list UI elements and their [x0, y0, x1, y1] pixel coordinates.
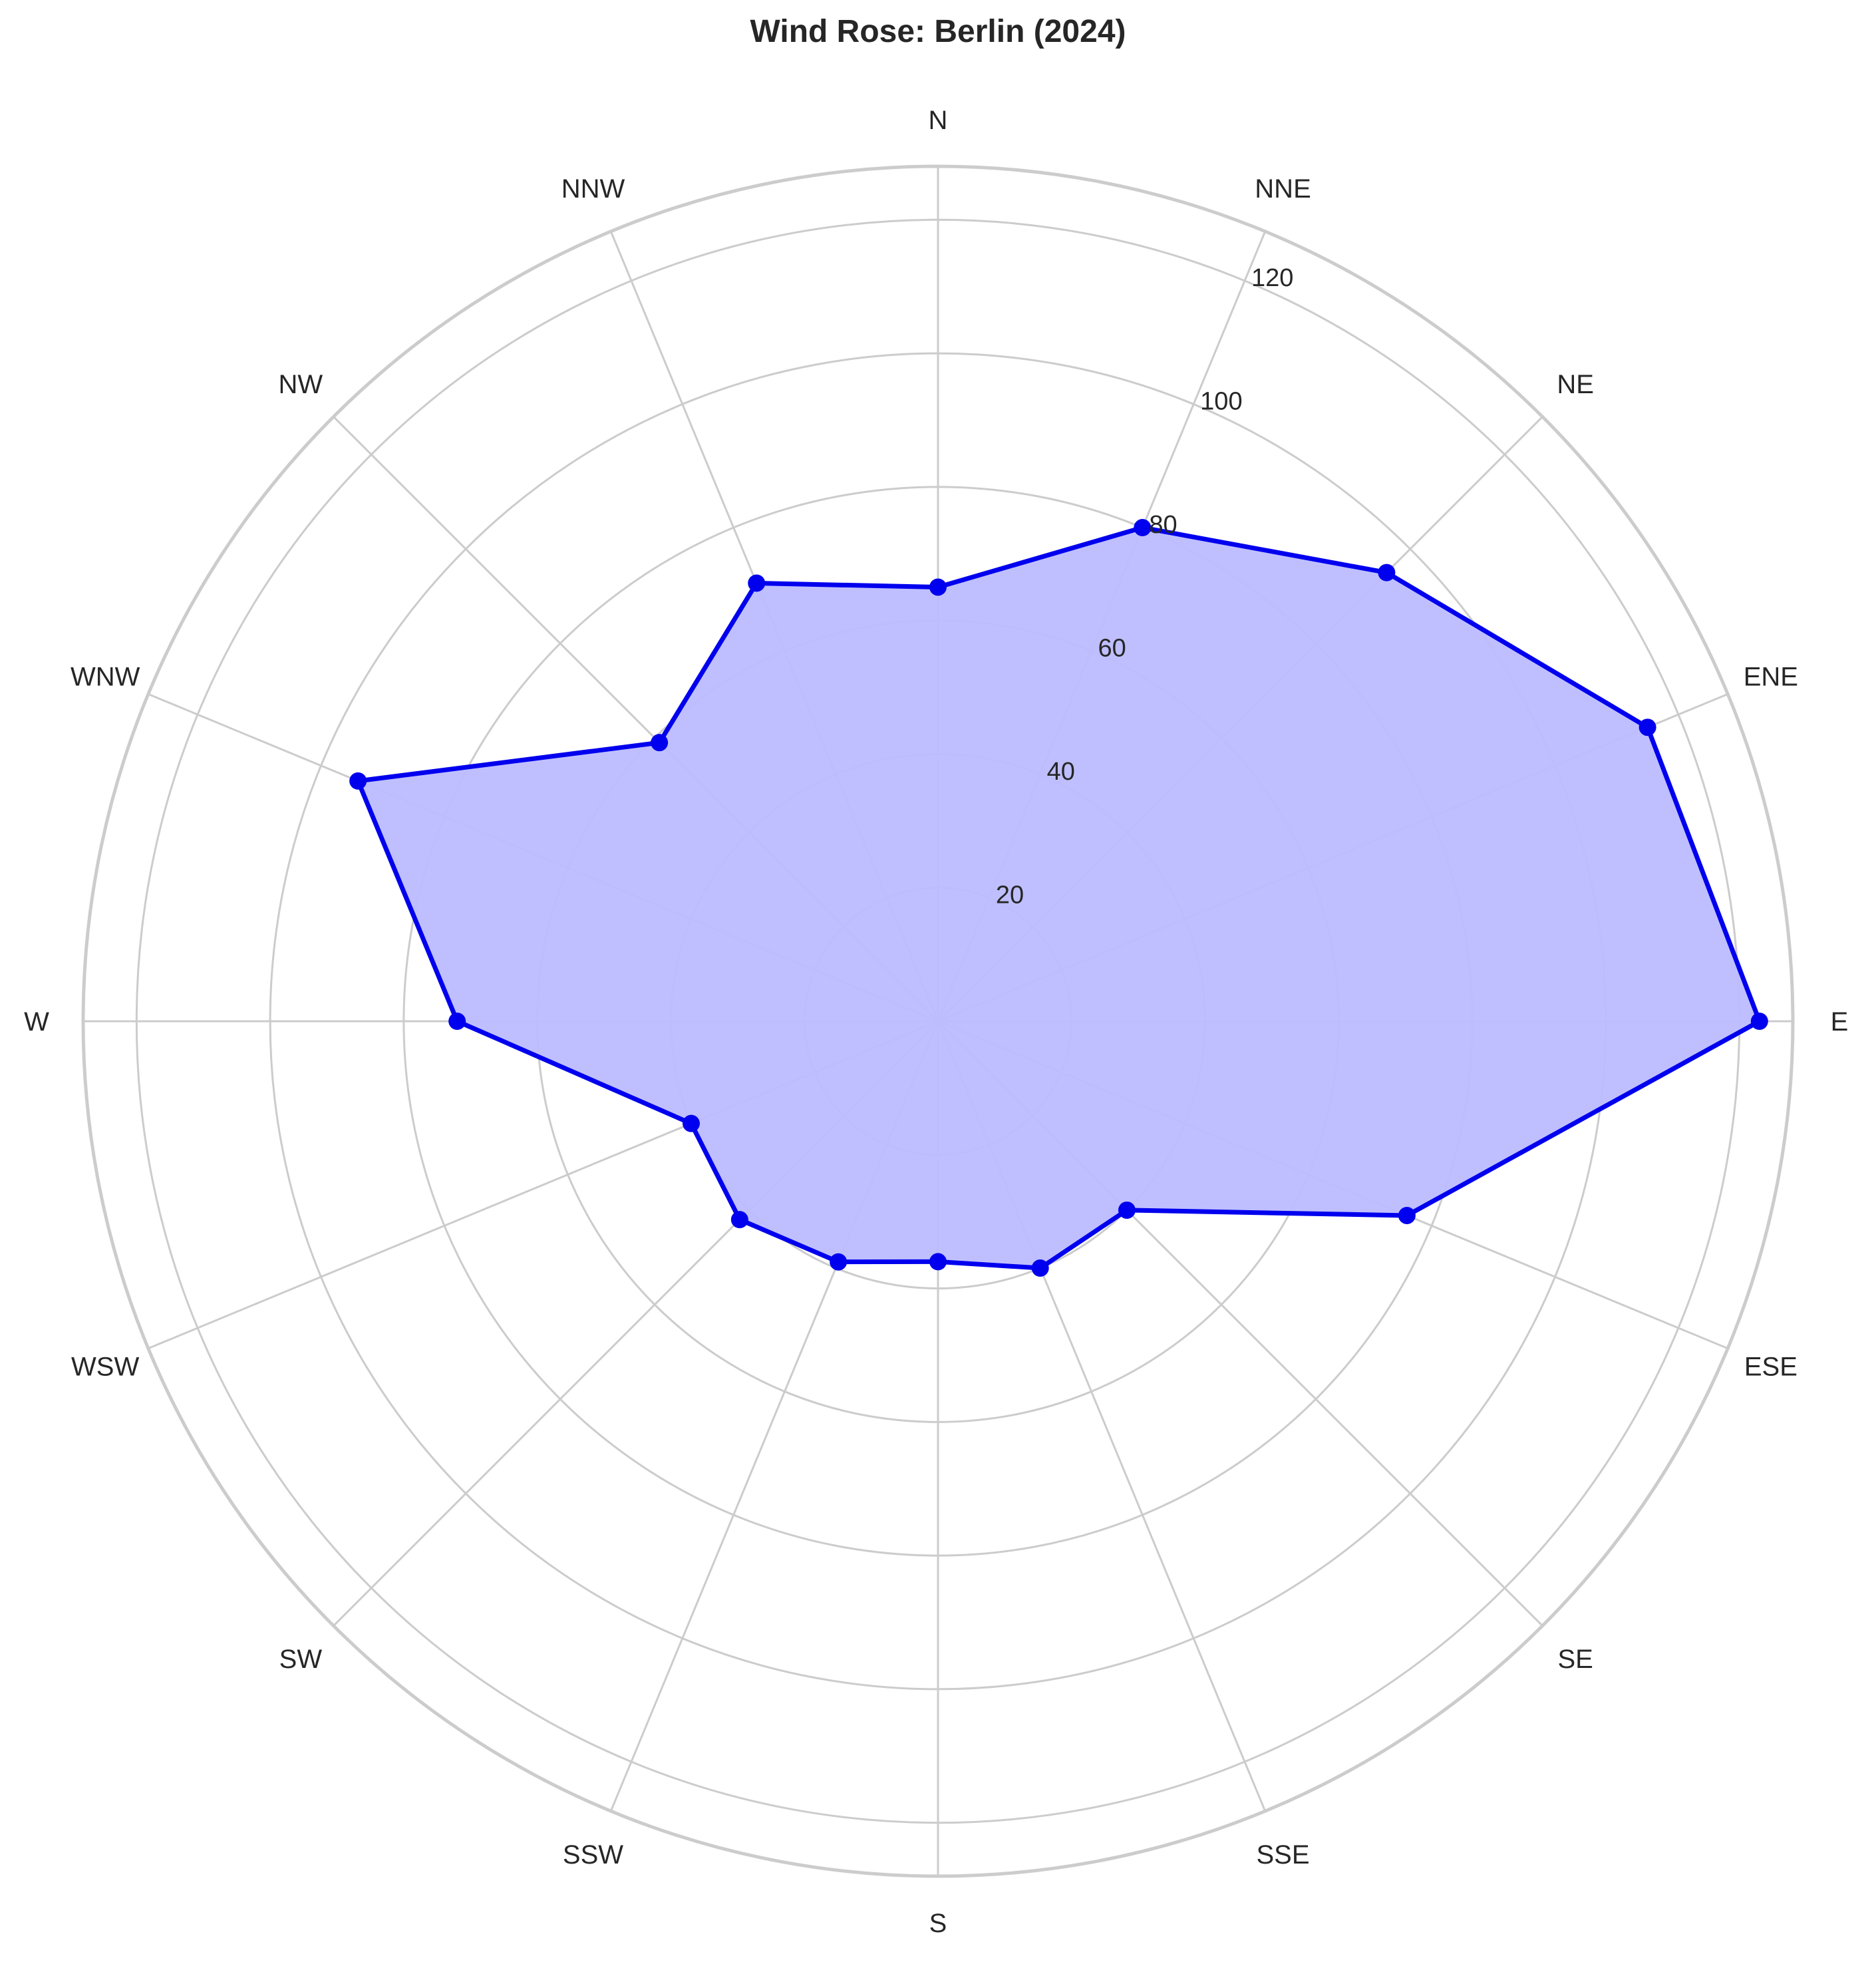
data-point-se	[1118, 1201, 1136, 1219]
data-series-polygon	[355, 525, 1762, 1271]
direction-label-ese: ESE	[1744, 1353, 1798, 1382]
direction-label-e: E	[1831, 1007, 1849, 1037]
direction-label-sse: SSE	[1257, 1840, 1310, 1870]
r-tick-label-100: 100	[1200, 388, 1242, 416]
direction-label-nw: NW	[279, 370, 323, 399]
data-point-w	[448, 1013, 466, 1030]
data-point-nnw	[748, 574, 766, 592]
direction-label-ne: NE	[1557, 370, 1594, 399]
r-tick-label-60: 60	[1098, 635, 1126, 663]
data-point-ese	[1398, 1206, 1416, 1224]
direction-label-ssw: SSW	[563, 1840, 623, 1870]
chart-title: Wind Rose: Berlin (2024)	[750, 14, 1126, 49]
direction-label-s: S	[929, 1909, 947, 1938]
data-point-ssw	[830, 1253, 848, 1271]
r-tick-label-120: 120	[1251, 264, 1293, 292]
direction-label-nnw: NNW	[561, 174, 625, 204]
r-tick-label-40: 40	[1047, 758, 1075, 786]
data-point-s	[929, 1253, 947, 1271]
direction-label-wnw: WNW	[71, 662, 140, 691]
data-point-wsw	[683, 1114, 701, 1132]
data-point-nw	[651, 734, 669, 752]
data-point-n	[929, 578, 947, 596]
data-point-sse	[1031, 1259, 1049, 1277]
direction-label-se: SE	[1557, 1645, 1593, 1674]
data-point-wnw	[349, 772, 367, 790]
label-layer: 20 40 60 80 100 120 N NNE NE ENE E ESE SE SSE S SSW SW WS…	[24, 106, 1848, 1938]
r-tick-label-20: 20	[996, 882, 1024, 909]
direction-label-w: W	[24, 1007, 49, 1037]
direction-label-wsw: WSW	[71, 1353, 139, 1382]
data-point-e	[1750, 1013, 1768, 1030]
direction-label-ene: ENE	[1744, 662, 1798, 691]
data-point-nne	[1134, 519, 1152, 537]
data-point-ne	[1378, 564, 1396, 581]
direction-label-nne: NNE	[1255, 174, 1311, 204]
data-layer	[349, 519, 1768, 1277]
data-point-ene	[1639, 719, 1656, 736]
direction-label-n: N	[929, 106, 948, 135]
direction-label-sw: SW	[279, 1645, 323, 1674]
data-point-sw	[730, 1211, 748, 1229]
r-tick-label-80: 80	[1149, 511, 1177, 539]
